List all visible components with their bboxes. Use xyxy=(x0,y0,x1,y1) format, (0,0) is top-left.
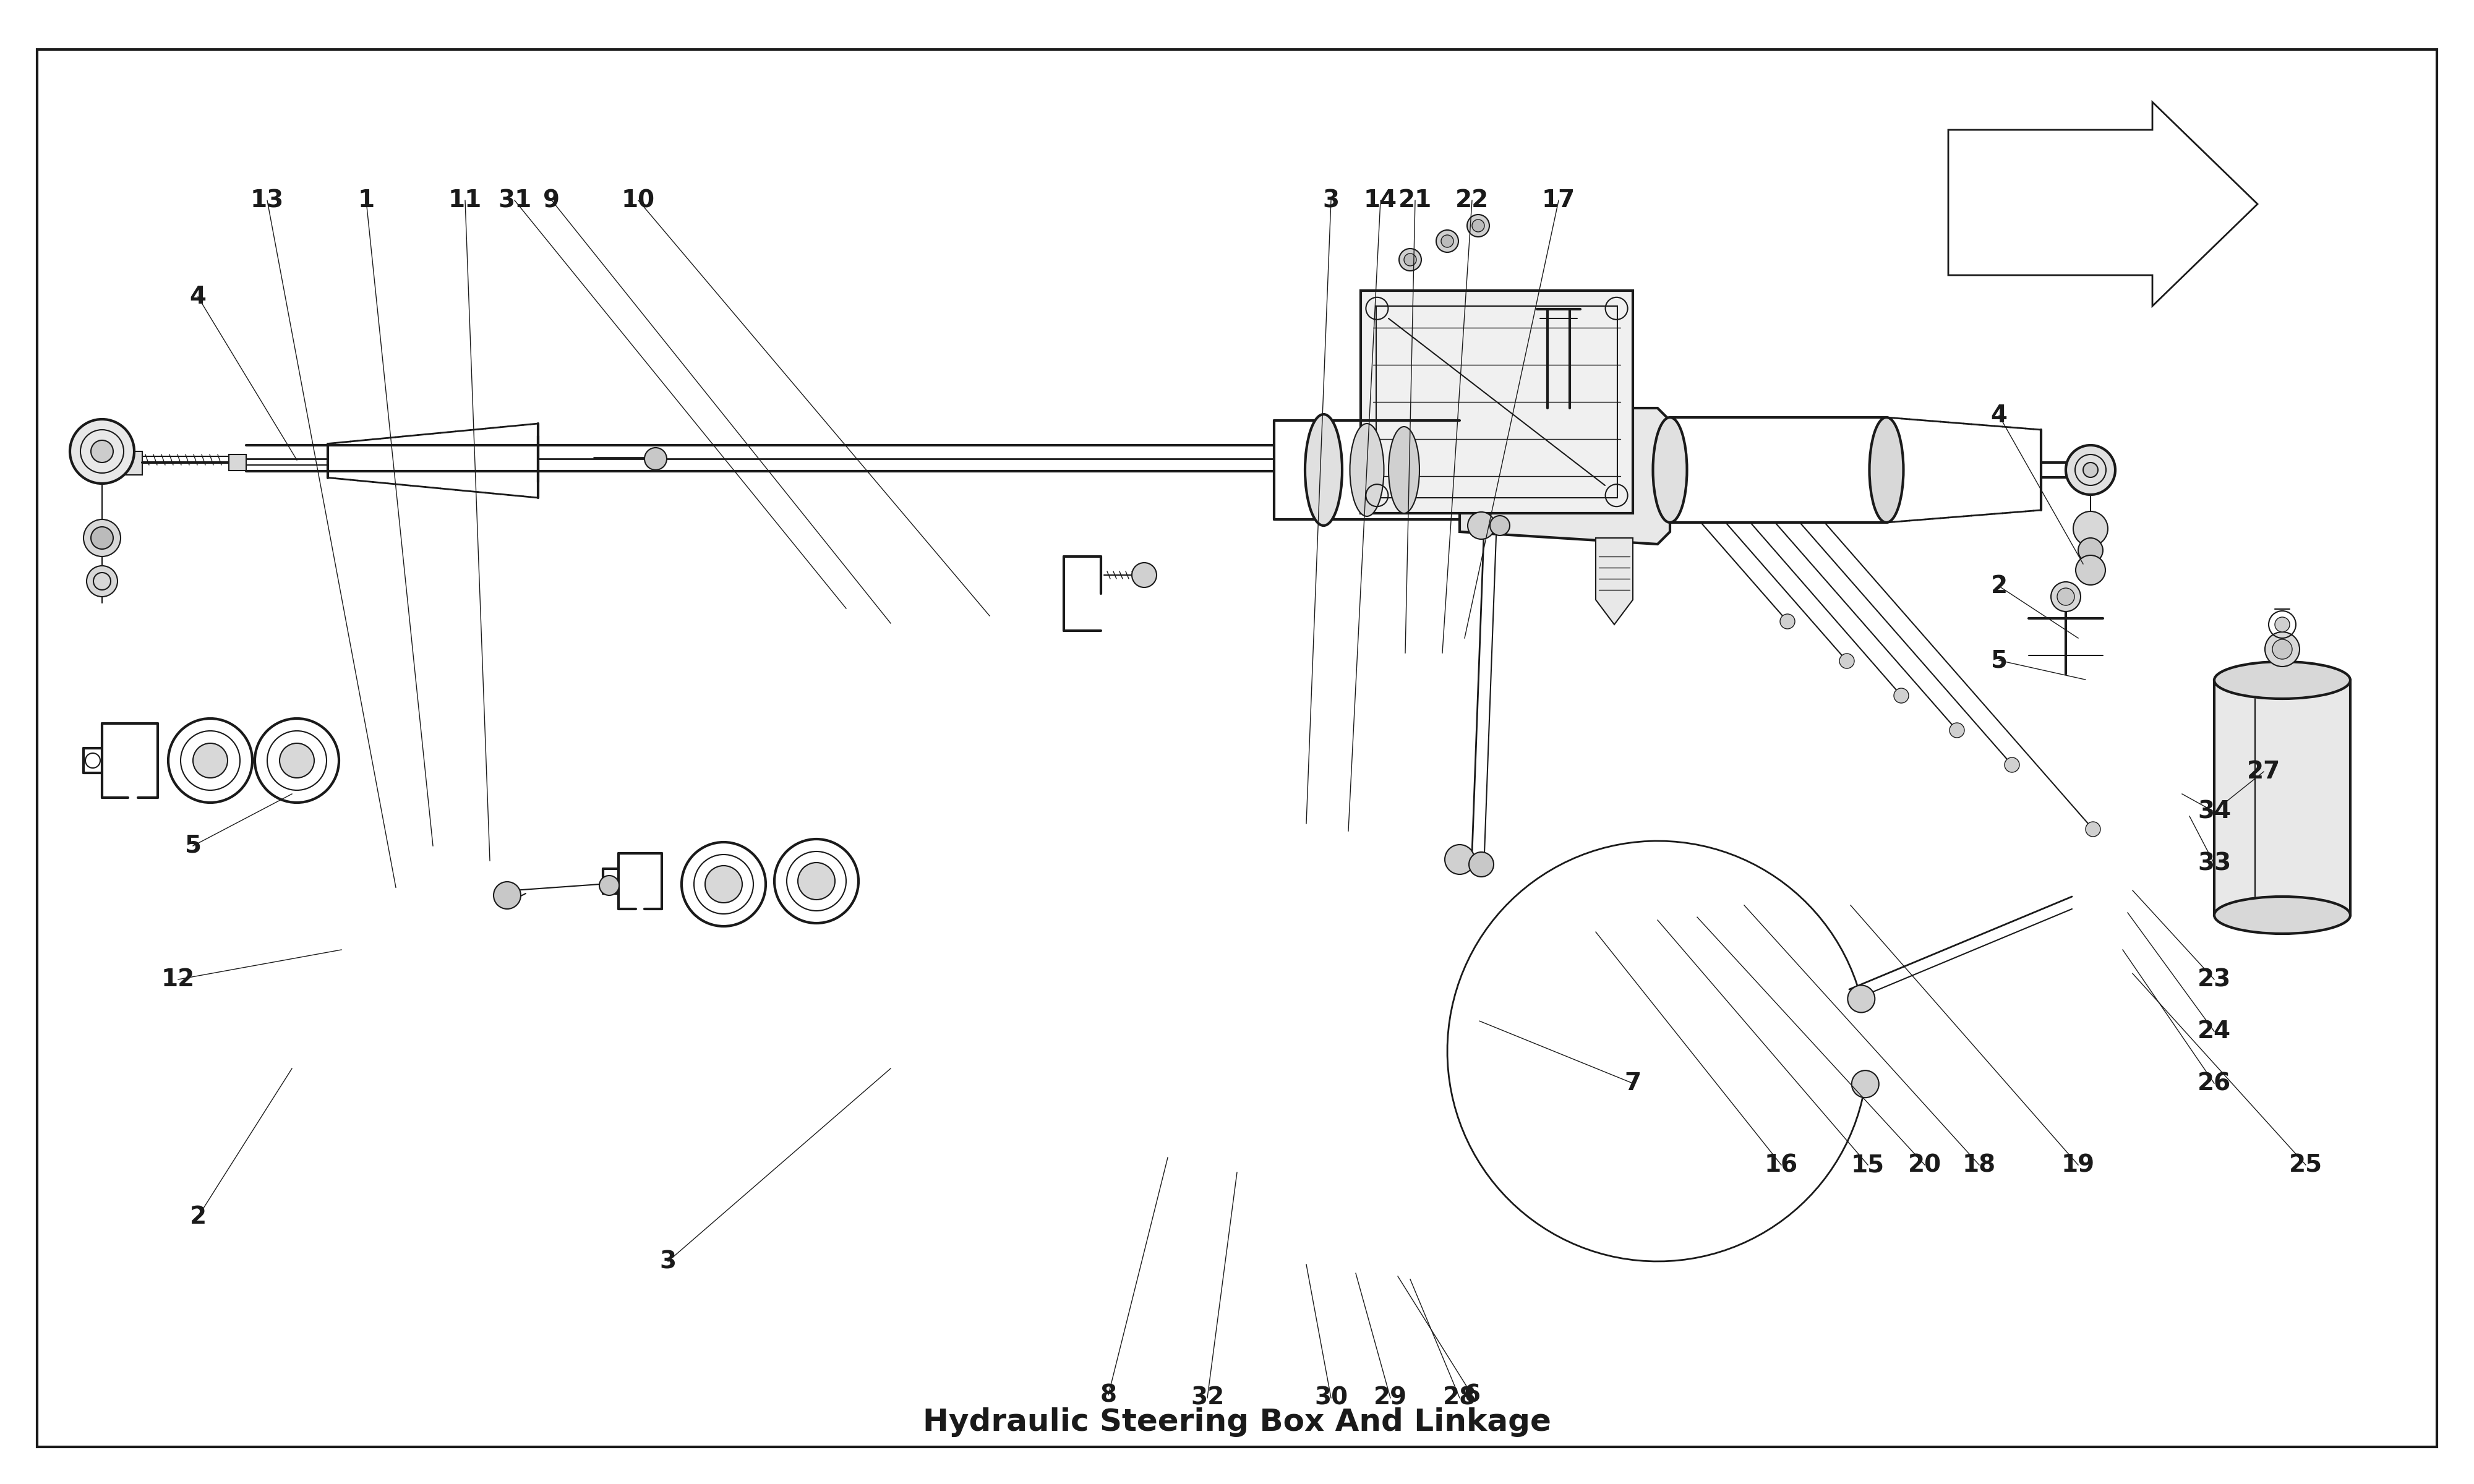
Text: 31: 31 xyxy=(497,188,532,212)
Text: 32: 32 xyxy=(1190,1386,1225,1410)
Text: 2: 2 xyxy=(190,1205,205,1229)
Circle shape xyxy=(599,876,618,895)
Bar xyxy=(2214,680,2350,916)
Circle shape xyxy=(2078,537,2103,562)
Text: 11: 11 xyxy=(448,188,482,212)
Text: 22: 22 xyxy=(1455,188,1489,212)
Circle shape xyxy=(1781,614,1796,629)
Circle shape xyxy=(1400,248,1420,270)
Circle shape xyxy=(2276,617,2291,632)
Text: 6: 6 xyxy=(1465,1383,1479,1407)
Circle shape xyxy=(84,519,121,556)
Text: 24: 24 xyxy=(2197,1020,2232,1043)
Circle shape xyxy=(1470,852,1494,877)
Text: 20: 20 xyxy=(1907,1153,1942,1177)
Text: 16: 16 xyxy=(1764,1153,1799,1177)
Circle shape xyxy=(1472,220,1484,232)
Circle shape xyxy=(87,565,119,597)
Ellipse shape xyxy=(1306,414,1341,525)
Circle shape xyxy=(1405,254,1415,266)
Circle shape xyxy=(2086,822,2100,837)
Circle shape xyxy=(1133,562,1158,588)
Circle shape xyxy=(1848,985,1875,1012)
Text: 14: 14 xyxy=(1363,188,1398,212)
Ellipse shape xyxy=(1388,427,1420,513)
Text: 13: 13 xyxy=(250,188,285,212)
Circle shape xyxy=(1440,234,1455,248)
Circle shape xyxy=(1445,844,1475,874)
Text: Hydraulic Steering Box And Linkage: Hydraulic Steering Box And Linkage xyxy=(923,1407,1551,1437)
Text: 8: 8 xyxy=(1101,1383,1116,1407)
Text: 4: 4 xyxy=(1992,404,2006,427)
Circle shape xyxy=(1895,689,1910,703)
Circle shape xyxy=(705,865,742,902)
Ellipse shape xyxy=(2214,662,2350,699)
Text: 3: 3 xyxy=(1324,188,1338,212)
Ellipse shape xyxy=(1653,417,1687,522)
Polygon shape xyxy=(1596,537,1633,625)
Text: 9: 9 xyxy=(544,188,559,212)
Circle shape xyxy=(92,441,114,463)
Text: 12: 12 xyxy=(161,968,195,991)
Text: 19: 19 xyxy=(2061,1153,2095,1177)
Text: 5: 5 xyxy=(1992,649,2006,672)
Circle shape xyxy=(2271,640,2291,659)
Polygon shape xyxy=(1460,408,1670,545)
Text: 34: 34 xyxy=(2197,800,2232,824)
Polygon shape xyxy=(1950,102,2256,306)
Circle shape xyxy=(1489,515,1509,536)
Ellipse shape xyxy=(1351,423,1383,516)
Text: 23: 23 xyxy=(2197,968,2232,991)
Circle shape xyxy=(193,743,228,778)
Circle shape xyxy=(2083,463,2098,478)
Text: 27: 27 xyxy=(2246,760,2281,784)
Text: 21: 21 xyxy=(1398,188,1432,212)
Bar xyxy=(1361,291,1633,513)
Text: 5: 5 xyxy=(186,834,200,858)
Circle shape xyxy=(92,527,114,549)
Bar xyxy=(99,451,143,475)
Circle shape xyxy=(1851,1070,1878,1098)
Text: 18: 18 xyxy=(1962,1153,1997,1177)
Circle shape xyxy=(1467,215,1489,237)
Text: 28: 28 xyxy=(1442,1386,1477,1410)
Circle shape xyxy=(2004,757,2019,772)
Ellipse shape xyxy=(1870,417,1903,522)
Text: 15: 15 xyxy=(1851,1153,1885,1177)
Ellipse shape xyxy=(2214,896,2350,933)
Text: 7: 7 xyxy=(1625,1071,1640,1095)
Bar xyxy=(228,454,247,470)
Text: 4: 4 xyxy=(190,285,205,309)
Text: 1: 1 xyxy=(359,188,374,212)
Text: 2: 2 xyxy=(1992,574,2006,598)
Text: 3: 3 xyxy=(661,1250,675,1273)
Text: 26: 26 xyxy=(2197,1071,2232,1095)
Circle shape xyxy=(2058,588,2073,605)
Circle shape xyxy=(1467,512,1494,539)
Text: 17: 17 xyxy=(1541,188,1576,212)
Circle shape xyxy=(280,743,314,778)
Text: 30: 30 xyxy=(1314,1386,1348,1410)
Text: 10: 10 xyxy=(621,188,656,212)
Circle shape xyxy=(1435,230,1460,252)
Circle shape xyxy=(643,448,668,470)
Circle shape xyxy=(1950,723,1964,738)
Circle shape xyxy=(1841,653,1856,668)
Circle shape xyxy=(495,881,520,908)
Circle shape xyxy=(2051,582,2081,611)
Circle shape xyxy=(69,418,134,484)
Text: 25: 25 xyxy=(2288,1153,2323,1177)
Circle shape xyxy=(2266,632,2301,666)
Circle shape xyxy=(797,862,836,899)
Circle shape xyxy=(2066,445,2115,494)
Circle shape xyxy=(2073,512,2108,546)
Circle shape xyxy=(2076,555,2105,585)
Bar xyxy=(1376,306,1618,497)
Text: 33: 33 xyxy=(2197,852,2232,876)
Text: 29: 29 xyxy=(1373,1386,1408,1410)
